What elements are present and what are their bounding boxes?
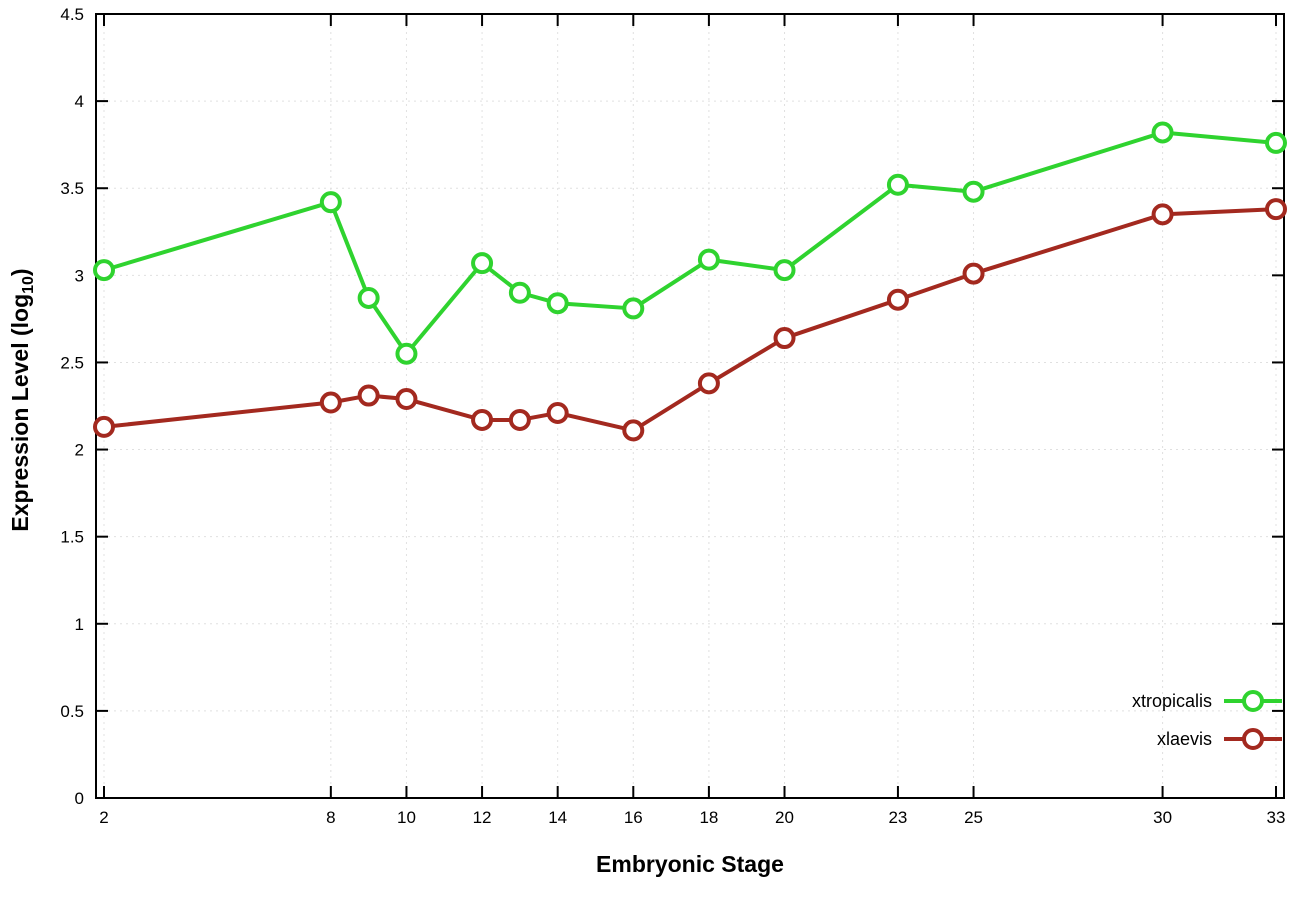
data-point-xtropicalis <box>622 297 645 320</box>
x-tick-label: 14 <box>548 808 567 827</box>
y-tick-label: 1 <box>75 615 84 634</box>
data-point-xtropicalis <box>319 191 342 214</box>
x-tick-labels: 2 8 10 12 14 16 18 20 23 25 30 33 <box>99 808 1285 827</box>
data-point-xtropicalis <box>357 286 380 309</box>
data-point-xtropicalis <box>886 173 909 196</box>
data-point-xlaevis <box>622 419 645 442</box>
legend-label-xlaevis: xlaevis <box>1157 729 1212 749</box>
x-tick-label: 30 <box>1153 808 1172 827</box>
x-tick-label: 18 <box>699 808 718 827</box>
data-point-xlaevis <box>1265 198 1287 221</box>
legend: xtropicalis xlaevis <box>1132 690 1282 750</box>
data-point-xlaevis <box>319 391 342 414</box>
y-tick-label: 1.5 <box>60 528 84 547</box>
x-tick-label: 10 <box>397 808 416 827</box>
x-tick-label: 8 <box>326 808 335 827</box>
x-tick-label: 2 <box>99 808 108 827</box>
y-axis-title: Expression Level (log10) <box>7 268 37 531</box>
series-line-xtropicalis <box>102 130 1278 356</box>
y-tick-label: 2.5 <box>60 353 84 372</box>
legend-label-xtropicalis: xtropicalis <box>1132 691 1212 711</box>
data-point-xlaevis <box>886 288 909 311</box>
x-tick-label: 33 <box>1267 808 1286 827</box>
x-tick-label: 12 <box>473 808 492 827</box>
data-point-xtropicalis <box>546 292 569 315</box>
y-tick-label: 0.5 <box>60 702 84 721</box>
legend-marker-xtropicalis <box>1242 690 1264 712</box>
data-point-xlaevis <box>357 384 380 407</box>
data-point-xtropicalis <box>508 281 531 304</box>
y-tick-label: 0 <box>75 789 84 808</box>
data-point-xlaevis <box>546 401 569 424</box>
data-point-xtropicalis <box>471 252 494 275</box>
data-point-xtropicalis <box>697 248 720 271</box>
y-tick-label: 3.5 <box>60 179 84 198</box>
data-point-xtropicalis <box>1151 121 1174 144</box>
series-line-xlaevis <box>102 207 1278 433</box>
legend-marker-xlaevis <box>1242 728 1264 750</box>
data-point-xlaevis <box>1151 203 1174 226</box>
x-tick-label: 25 <box>964 808 983 827</box>
x-axis-title: Embryonic Stage <box>596 851 784 877</box>
plot-border <box>95 13 1285 799</box>
gridlines <box>96 13 1284 799</box>
y-tick-labels: 0 0.5 1 1.5 2 2.5 3 3.5 4 4.5 <box>60 5 84 808</box>
tick-marks <box>96 13 1284 799</box>
data-point-xlaevis <box>962 262 985 285</box>
y-tick-label: 3 <box>75 266 84 285</box>
x-tick-label: 16 <box>624 808 643 827</box>
data-point-xlaevis <box>93 415 115 438</box>
data-point-xtropicalis <box>93 259 115 282</box>
y-tick-label: 4.5 <box>60 5 84 24</box>
data-point-xlaevis <box>395 388 418 411</box>
x-tick-label: 20 <box>775 808 794 827</box>
data-point-xtropicalis <box>773 259 796 282</box>
data-point-xlaevis <box>508 408 531 431</box>
x-tick-label: 23 <box>888 808 907 827</box>
data-point-xtropicalis <box>1265 131 1287 154</box>
y-tick-label: 4 <box>75 92 84 111</box>
data-point-xlaevis <box>773 327 796 350</box>
data-point-xtropicalis <box>395 342 418 365</box>
data-series <box>93 121 1287 442</box>
data-point-xtropicalis <box>962 180 985 203</box>
data-point-xlaevis <box>471 408 494 431</box>
y-tick-label: 2 <box>75 441 84 460</box>
data-point-xlaevis <box>697 372 720 395</box>
